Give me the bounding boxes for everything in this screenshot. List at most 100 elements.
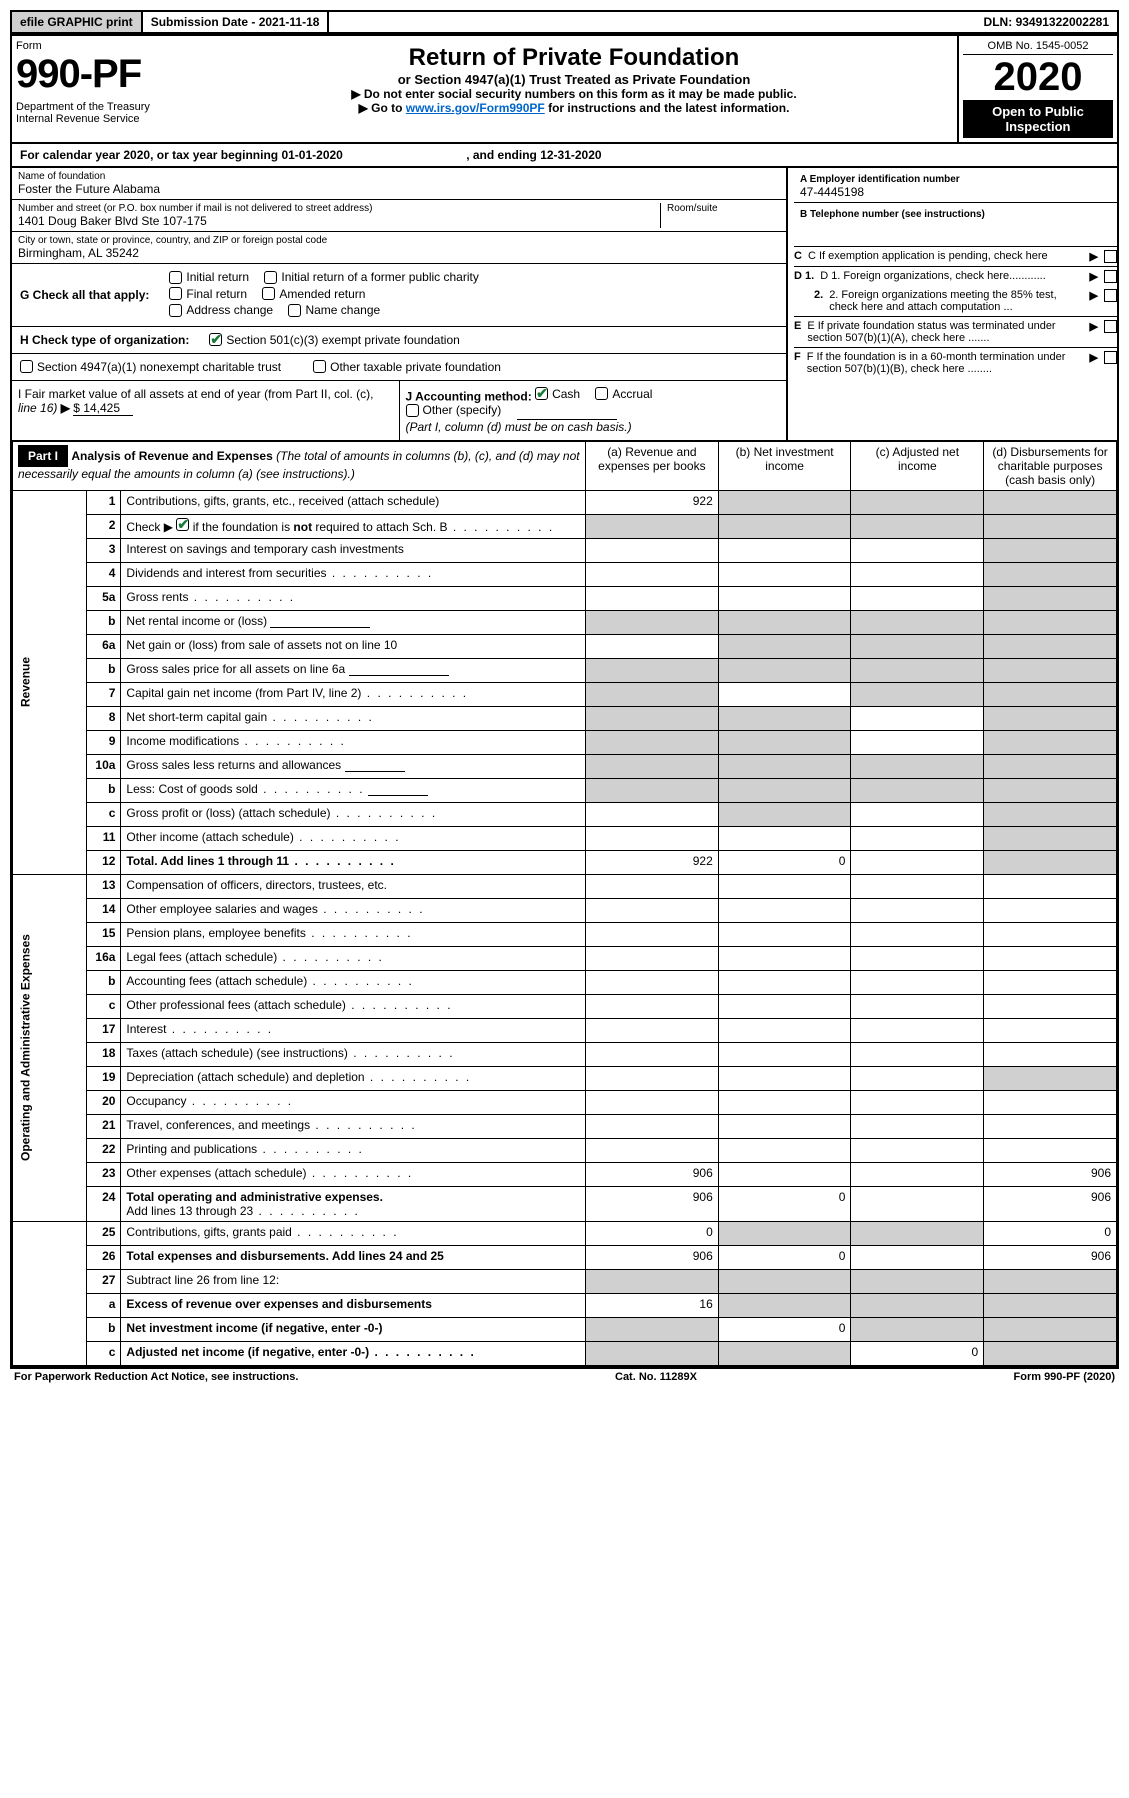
title-cell: Return of Private Foundation or Section … [191, 35, 958, 143]
501c3-checkbox[interactable] [209, 333, 222, 346]
e-checkbox[interactable] [1104, 320, 1117, 333]
line-10c: Gross profit or (loss) (attach schedule) [121, 802, 586, 826]
street-address: 1401 Doug Baker Blvd Ste 107-175 [18, 214, 660, 228]
d1-checkbox[interactable] [1104, 270, 1117, 283]
form-table: Form 990-PF Department of the TreasuryIn… [10, 34, 1119, 1368]
line-16c: Other professional fees (attach schedule… [121, 994, 586, 1018]
line-27a: Excess of revenue over expenses and disb… [121, 1293, 586, 1317]
ssn-note: ▶ Do not enter social security numbers o… [199, 87, 949, 101]
right-meta: A Employer identification number 47-4445… [787, 168, 1117, 440]
line-27: Subtract line 26 from line 12: [121, 1269, 586, 1293]
top-bar: efile GRAPHIC print Submission Date - 20… [10, 10, 1119, 34]
form-id-cell: Form 990-PF Department of the TreasuryIn… [11, 35, 191, 143]
line-17: Interest [121, 1018, 586, 1042]
line-24: Total operating and administrative expen… [121, 1186, 586, 1221]
col-b-header: (b) Net investment income [718, 441, 851, 490]
line-5a: Gross rents [121, 586, 586, 610]
form-ref: Form 990-PF (2020) [1014, 1371, 1116, 1383]
calendar-year-row: For calendar year 2020, or tax year begi… [11, 143, 1118, 167]
line-23: Other expenses (attach schedule) [121, 1162, 586, 1186]
form-title: Return of Private Foundation [199, 44, 949, 72]
j-note: (Part I, column (d) must be on cash basi… [406, 420, 632, 434]
line-27b: Net investment income (if negative, ente… [121, 1317, 586, 1341]
col-a-header: (a) Revenue and expenses per books [586, 441, 719, 490]
city-state-zip: Birmingham, AL 35242 [18, 246, 780, 260]
info-grid: Name of foundation Foster the Future Ala… [12, 168, 1117, 440]
cat-no: Cat. No. 11289X [615, 1371, 697, 1383]
line-14: Other employee salaries and wages [121, 898, 586, 922]
ein: 47-4445198 [800, 185, 864, 199]
tax-year: 2020 [963, 55, 1113, 100]
line-20: Occupancy [121, 1090, 586, 1114]
initial-return-checkbox[interactable] [169, 271, 182, 284]
line-16b: Accounting fees (attach schedule) [121, 970, 586, 994]
final-return-checkbox[interactable] [169, 287, 182, 300]
h-label: H Check type of organization: [20, 333, 189, 347]
line-19: Depreciation (attach schedule) and deple… [121, 1066, 586, 1090]
line-8: Net short-term capital gain [121, 706, 586, 730]
year-cell: OMB No. 1545-0052 2020 Open to Public In… [958, 35, 1118, 143]
line-25: Contributions, gifts, grants paid [121, 1221, 586, 1245]
line-15: Pension plans, employee benefits [121, 922, 586, 946]
line-26: Total expenses and disbursements. Add li… [121, 1245, 586, 1269]
accrual-checkbox[interactable] [595, 387, 608, 400]
street-cell: Number and street (or P.O. box number if… [12, 200, 786, 232]
submission-date: Submission Date - 2021-11-18 [143, 12, 330, 32]
line-12: Total. Add lines 1 through 11 [121, 850, 586, 874]
pra-notice: For Paperwork Reduction Act Notice, see … [14, 1371, 298, 1383]
part1-badge: Part I [18, 445, 68, 467]
opex-label: Operating and Administrative Expenses [13, 874, 87, 1221]
d2-checkbox[interactable] [1104, 289, 1117, 302]
line-10a: Gross sales less returns and allowances [121, 754, 586, 778]
form-label: Form [16, 40, 187, 52]
line-7: Capital gain net income (from Part IV, l… [121, 682, 586, 706]
foundation-name: Foster the Future Alabama [18, 182, 780, 196]
efile-label: efile GRAPHIC print [12, 12, 143, 32]
other-taxable-checkbox[interactable] [313, 360, 326, 373]
line-1: Contributions, gifts, grants, etc., rece… [121, 490, 586, 514]
line-22: Printing and publications [121, 1138, 586, 1162]
line-18: Taxes (attach schedule) (see instruction… [121, 1042, 586, 1066]
open-inspection: Open to Public Inspection [963, 100, 1113, 138]
other-method-checkbox[interactable] [406, 404, 419, 417]
line-6a: Net gain or (loss) from sale of assets n… [121, 634, 586, 658]
cash-checkbox[interactable] [535, 387, 548, 400]
line-9: Income modifications [121, 730, 586, 754]
col-c-header: (c) Adjusted net income [851, 441, 984, 490]
city-cell: City or town, state or province, country… [12, 232, 786, 264]
amended-return-checkbox[interactable] [262, 287, 275, 300]
part1-header-row: Part I Analysis of Revenue and Expenses … [11, 440, 1118, 1367]
form-subtitle: or Section 4947(a)(1) Trust Treated as P… [199, 72, 949, 87]
foundation-name-cell: Name of foundation Foster the Future Ala… [12, 168, 786, 200]
name-change-checkbox[interactable] [288, 304, 301, 317]
f-checkbox[interactable] [1104, 351, 1117, 364]
sch-b-checkbox[interactable] [176, 518, 189, 531]
part1-title: Analysis of Revenue and Expenses [71, 449, 272, 463]
h-row: H Check type of organization: Section 50… [12, 327, 786, 354]
form-number: 990-PF [16, 52, 187, 97]
line-6b: Gross sales price for all assets on line… [121, 658, 586, 682]
line-11: Other income (attach schedule) [121, 826, 586, 850]
line-27c: Adjusted net income (if negative, enter … [121, 1341, 586, 1365]
line-21: Travel, conferences, and meetings [121, 1114, 586, 1138]
instructions-link[interactable]: www.irs.gov/Form990PF [406, 101, 545, 115]
line-10b: Less: Cost of goods sold [121, 778, 586, 802]
line-16a: Legal fees (attach schedule) [121, 946, 586, 970]
line-2: Check ▶ if the foundation is not require… [121, 514, 586, 538]
initial-former-checkbox[interactable] [264, 271, 277, 284]
line-5b: Net rental income or (loss) [121, 610, 586, 634]
g-row: G Check all that apply: Initial return I… [12, 264, 786, 327]
revenue-label: Revenue [13, 490, 87, 874]
goto-note: ▶ Go to www.irs.gov/Form990PF for instru… [199, 101, 949, 115]
omb-number: OMB No. 1545-0052 [963, 40, 1113, 55]
h-row-2: Section 4947(a)(1) nonexempt charitable … [12, 354, 786, 381]
col-d-header: (d) Disbursements for charitable purpose… [984, 441, 1117, 490]
c-checkbox[interactable] [1104, 250, 1117, 263]
i-cell: I Fair market value of all assets at end… [12, 381, 400, 440]
line-4: Dividends and interest from securities [121, 562, 586, 586]
line-13: Compensation of officers, directors, tru… [121, 874, 586, 898]
4947a1-checkbox[interactable] [20, 360, 33, 373]
j-cell: J Accounting method: Cash Accrual Other … [400, 381, 787, 440]
fmv-amount: $ 14,425 [73, 401, 133, 416]
address-change-checkbox[interactable] [169, 304, 182, 317]
